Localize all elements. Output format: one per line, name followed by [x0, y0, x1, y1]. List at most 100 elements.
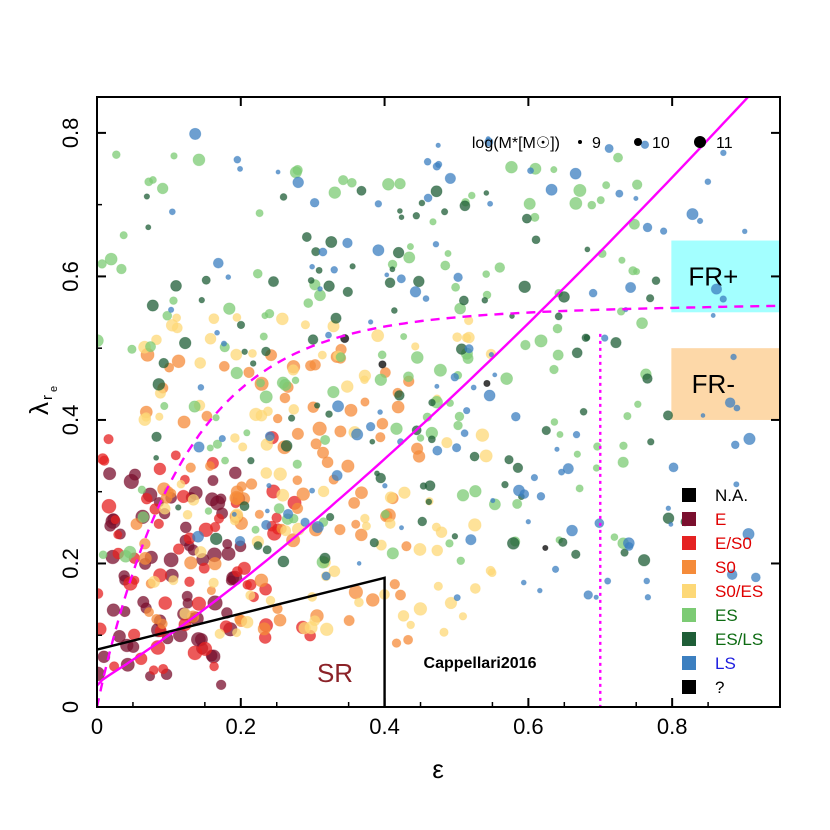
point-s--es-320 — [240, 615, 254, 629]
point-es-431 — [243, 429, 251, 437]
point-s--166 — [185, 462, 196, 473]
point-ls-674 — [384, 272, 390, 278]
point-es-375 — [623, 411, 632, 421]
point-ls-641 — [435, 142, 441, 149]
point-s--es-288 — [406, 620, 415, 630]
point-s--es-290 — [360, 375, 369, 385]
point-ls-585 — [583, 590, 593, 600]
type-legend: N.A. E E/S0 S0 S0/ES ES ES/LS LS? — [682, 486, 763, 697]
point-ls-650 — [422, 295, 430, 303]
point-es-ls-557 — [145, 224, 152, 231]
point-e-s--105 — [97, 453, 109, 465]
point-n-a--697 — [378, 360, 387, 369]
point-s--es-324 — [255, 409, 268, 422]
point-es-ls-546 — [662, 410, 674, 421]
point-es-455 — [523, 197, 536, 210]
point-es-ls-549 — [389, 266, 396, 273]
point-s--es-259 — [265, 595, 276, 606]
point-es-ls-528 — [374, 470, 380, 477]
point-ls-639 — [450, 372, 460, 382]
point-es-352 — [328, 186, 342, 199]
point-s--167 — [273, 613, 287, 627]
point-ls-572 — [237, 165, 244, 172]
point-ls-688 — [374, 200, 383, 208]
point-es-446 — [520, 339, 531, 351]
point-es-ls-535 — [651, 276, 661, 286]
point-s--es-307 — [469, 583, 481, 594]
legend-swatch-3 — [682, 560, 696, 574]
point-es-460 — [111, 150, 121, 159]
point-ls-630 — [372, 244, 385, 257]
point-es-343 — [188, 400, 201, 413]
point-ls-593 — [382, 483, 388, 489]
point-es-439 — [619, 441, 628, 451]
point-s--157 — [138, 551, 152, 565]
point-ls-686 — [724, 397, 736, 408]
point-ls-690 — [365, 421, 376, 432]
point-es-ls-537 — [209, 532, 223, 546]
point-es-360 — [400, 332, 408, 341]
point-s--156 — [292, 475, 303, 486]
point-es-373 — [453, 420, 463, 431]
point-es-ls-540 — [413, 275, 425, 288]
point-es-ls-487 — [307, 334, 319, 345]
sr-boundary-line — [96, 576, 386, 707]
point-s--es-270 — [475, 428, 490, 442]
point-e-s--110 — [198, 641, 213, 656]
point-s--es-295 — [138, 413, 152, 426]
y-tick-label-3: 0.6 — [58, 261, 83, 292]
point-es-ls-532 — [481, 296, 489, 304]
point-s--136 — [130, 518, 143, 531]
point-es-444 — [394, 177, 406, 190]
point-es-ls-536 — [153, 454, 160, 461]
point-ls-655 — [700, 413, 706, 418]
point-s--es-322 — [444, 596, 458, 610]
point-es-346 — [256, 378, 266, 388]
point-ls-582 — [642, 222, 653, 233]
point-s--171 — [272, 413, 283, 424]
point-es-358 — [204, 507, 213, 515]
point-ls-576 — [396, 274, 406, 284]
point-s--189 — [348, 496, 361, 509]
point-ls-592 — [212, 257, 224, 269]
point-s--es-248 — [245, 590, 256, 601]
point-ls-625 — [331, 469, 343, 482]
point-ls-683 — [537, 587, 543, 594]
point-ls-626 — [741, 228, 748, 235]
point-ls-565 — [292, 176, 304, 189]
point-ls-571 — [520, 579, 527, 586]
point-es-424 — [251, 525, 260, 534]
legend-swatch-5 — [682, 608, 696, 622]
point-s--145 — [257, 622, 271, 636]
point-s--es-229 — [398, 486, 411, 499]
point-es-435 — [145, 341, 157, 353]
point-es-399 — [406, 242, 414, 251]
point-s--es-245 — [384, 491, 397, 504]
point-es-410 — [149, 176, 157, 184]
point-es-ls-470 — [325, 410, 333, 418]
point-s--199 — [208, 556, 222, 571]
legend-label-8: ? — [715, 678, 724, 697]
point-es-405 — [534, 334, 548, 348]
point-s--es-293 — [204, 332, 217, 345]
point-ls-611 — [743, 432, 756, 446]
point-ls-631 — [342, 237, 353, 249]
point-es-456 — [97, 259, 107, 269]
point-es-415 — [556, 430, 564, 439]
point-es-335 — [573, 183, 587, 197]
point-es-ls-561 — [647, 438, 655, 446]
point-es-430 — [259, 332, 268, 341]
point-ls-584 — [659, 227, 668, 235]
legend-label-2: E/S0 — [715, 534, 752, 553]
point-ls-656 — [434, 383, 440, 389]
point-es-ls-512 — [277, 555, 290, 568]
point-ls-583 — [300, 517, 310, 527]
legend-label-3: S0 — [715, 558, 736, 577]
point-es-ls-480 — [287, 414, 296, 422]
point-es-ls-501 — [330, 312, 342, 324]
point-ls-591 — [593, 594, 599, 600]
point-ls-577 — [554, 446, 560, 452]
point-e-30 — [123, 473, 139, 490]
point-es-337 — [552, 323, 563, 334]
point-es-ls-519 — [469, 451, 480, 462]
